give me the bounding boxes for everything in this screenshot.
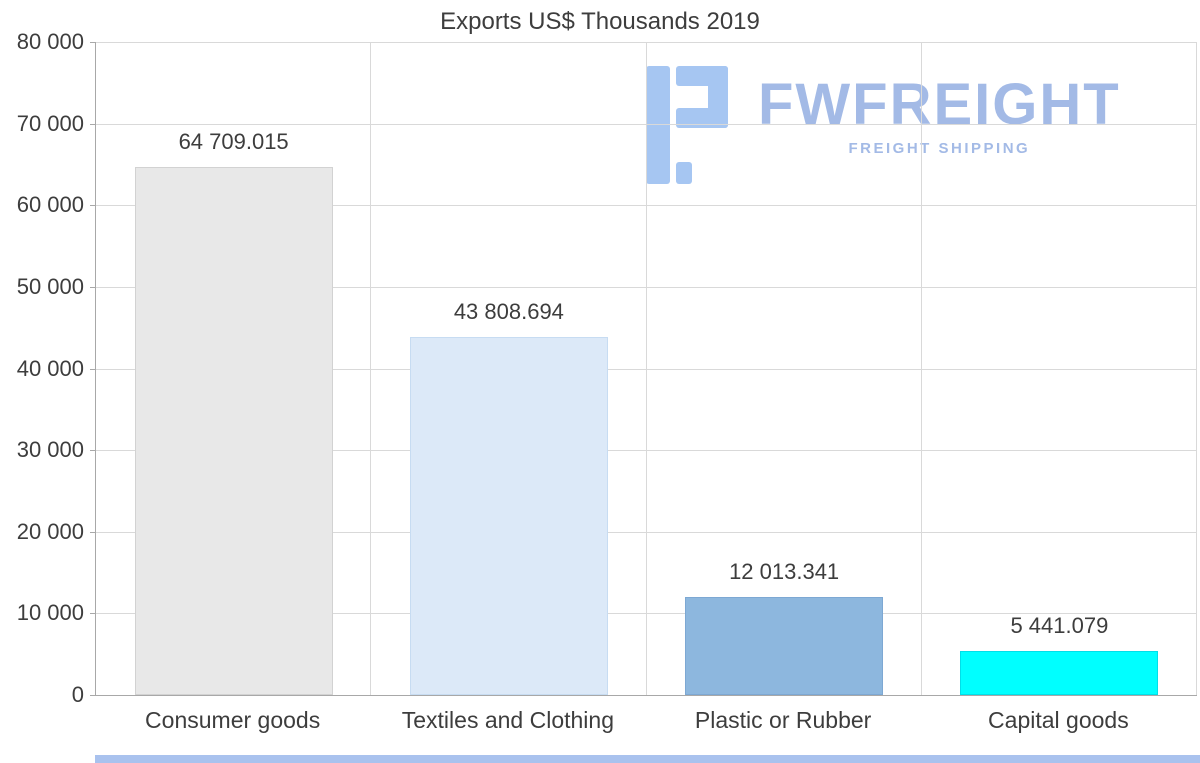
y-axis-tick-label: 20 000 [16,518,84,544]
gridline-horizontal [96,42,1197,43]
chart-title: Exports US$ Thousands 2019 [440,8,760,35]
y-axis-tick-label: 0 [71,682,84,707]
gridline-horizontal [96,613,1197,615]
gridline-vertical [370,42,372,695]
y-axis-tick-label: 10 000 [16,600,84,626]
gridline-horizontal [96,205,1197,207]
y-axis-tick-label: 40 000 [16,355,84,381]
gridline-vertical [645,42,647,695]
bar-consumer-goods [134,166,333,695]
gridline-horizontal [96,286,1197,288]
bar-value-label: 43 808.694 [453,299,564,325]
gridline-horizontal [96,368,1197,370]
bar-plastic-or-rubber [685,596,884,695]
y-axis-tick-label: 70 000 [16,110,84,136]
x-axis-category-label: Capital goods [988,707,1129,733]
y-axis-tick [90,42,95,43]
bar-value-label: 12 013.341 [729,558,840,584]
x-axis-category-label: Textiles and Clothing [401,707,614,733]
y-axis-tick [90,368,95,370]
gridline-vertical [920,42,922,695]
gridline-horizontal [96,123,1197,125]
bar-textiles-and-clothing [409,337,608,695]
y-axis-tick-label: 80 000 [16,29,84,54]
x-axis-category-label: Consumer goods [145,707,321,733]
y-axis-tick [90,450,95,452]
y-axis-tick [90,123,95,125]
y-axis-tick [90,286,95,288]
x-axis-category-label: Plastic or Rubber [694,707,872,733]
y-axis-tick-label: 30 000 [16,437,84,463]
gridline-vertical [1196,42,1197,695]
bar-capital-goods [960,650,1159,695]
y-axis-tick [90,613,95,615]
bar-value-label: 5 441.079 [1010,612,1109,638]
bar-value-label: 64 709.015 [178,128,289,154]
y-axis-tick [90,531,95,533]
gridline-horizontal [96,450,1197,452]
y-axis-tick [90,205,95,207]
y-axis-tick-label: 60 000 [16,192,84,218]
gridline-horizontal [96,531,1197,533]
bottom-accent-strip [95,755,1200,763]
y-axis-tick [90,695,95,696]
plot-area: 64 709.015 43 808.694 12 013.341 5 441.079 [95,42,1197,696]
y-axis-tick-label: 50 000 [16,273,84,299]
